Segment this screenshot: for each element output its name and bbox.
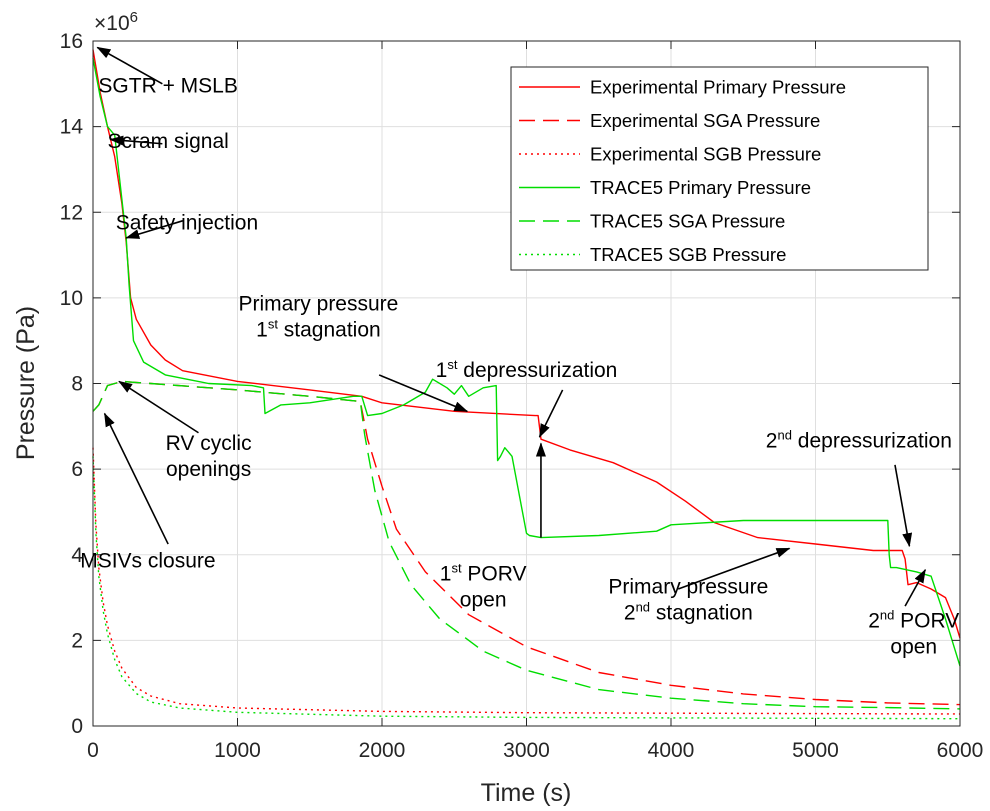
annotation-arrow	[538, 389, 564, 438]
y-tick-label: 4	[71, 544, 83, 567]
y-tick-label: 14	[60, 116, 84, 139]
annotation-text: RV cyclic	[166, 432, 252, 455]
annotation-text: 1st depressurization	[436, 357, 618, 382]
annotation-arrow	[904, 568, 927, 607]
legend-label: Experimental Primary Pressure	[590, 77, 846, 98]
x-tick-label: 6000	[937, 739, 984, 762]
annotation-arrow	[96, 46, 163, 85]
y-tick-label: 10	[60, 287, 83, 310]
annotation-text: 2nd stagnation	[624, 599, 753, 624]
annotation-text: Primary pressure	[608, 575, 768, 598]
annotation-text: MSIVs closure	[80, 550, 215, 573]
y-axis-title: Pressure (Pa)	[12, 306, 40, 460]
legend-label: Experimental SGB Pressure	[590, 144, 821, 165]
annotation-text: Safety injection	[116, 211, 258, 234]
y-tick-label: 8	[71, 373, 83, 396]
annotations: SGTR + MSLB Scram signal Safety injection P…	[80, 46, 959, 659]
x-tick-label: 5000	[792, 739, 839, 762]
y-tick-label: 2	[71, 629, 83, 652]
y-tick-label: 6	[71, 458, 83, 481]
annotation-text: open	[460, 588, 507, 611]
legend-label: Experimental SGA Pressure	[590, 110, 820, 131]
annotation-text: 2nd depressurization	[766, 428, 952, 453]
legend-label: TRACE5 SGB Pressure	[590, 244, 786, 265]
x-axis-title: Time (s)	[481, 779, 572, 807]
x-tick-label: 4000	[648, 739, 695, 762]
annotation-text: Scram signal	[107, 130, 228, 153]
series-line-4	[92, 57, 961, 667]
x-tick-label: 2000	[359, 739, 406, 762]
annotation-arrow	[125, 220, 183, 239]
annotation-arrow	[894, 464, 913, 548]
annotation-arrow	[118, 380, 199, 434]
x-tick-label: 3000	[503, 739, 550, 762]
y-tick-label: 12	[60, 201, 83, 224]
y-tick-label: 16	[60, 30, 83, 53]
legend-box	[510, 66, 929, 271]
annotation-arrow	[103, 412, 169, 545]
y-exponent-label: ×106	[94, 9, 138, 35]
x-tick-label: 1000	[214, 739, 261, 762]
legend-label: TRACE5 Primary Pressure	[590, 177, 811, 198]
x-tick-label: 0	[87, 739, 99, 762]
legend-label: TRACE5 SGA Pressure	[590, 211, 785, 232]
annotation-text: open	[890, 636, 937, 659]
annotation-arrow	[109, 135, 163, 146]
y-tick-label: 0	[71, 715, 83, 738]
annotation-text: 1st stagnation	[256, 317, 381, 342]
annotation-arrow	[378, 374, 469, 413]
annotation-arrow	[677, 547, 791, 590]
axis-ticks: 0 1000 2000 3000 4000 5000 6000 0 2 4 6 8 10 12 14 16	[60, 30, 984, 762]
annotation-text: SGTR + MSLB	[98, 74, 237, 97]
annotation-text: 1st PORV	[440, 560, 527, 585]
annotation-text: Primary pressure	[238, 293, 398, 316]
annotation-text: openings	[166, 458, 251, 481]
annotation-text: 2nd PORV	[868, 608, 959, 633]
legend: Experimental Primary Pressure Experimenta…	[510, 66, 929, 271]
